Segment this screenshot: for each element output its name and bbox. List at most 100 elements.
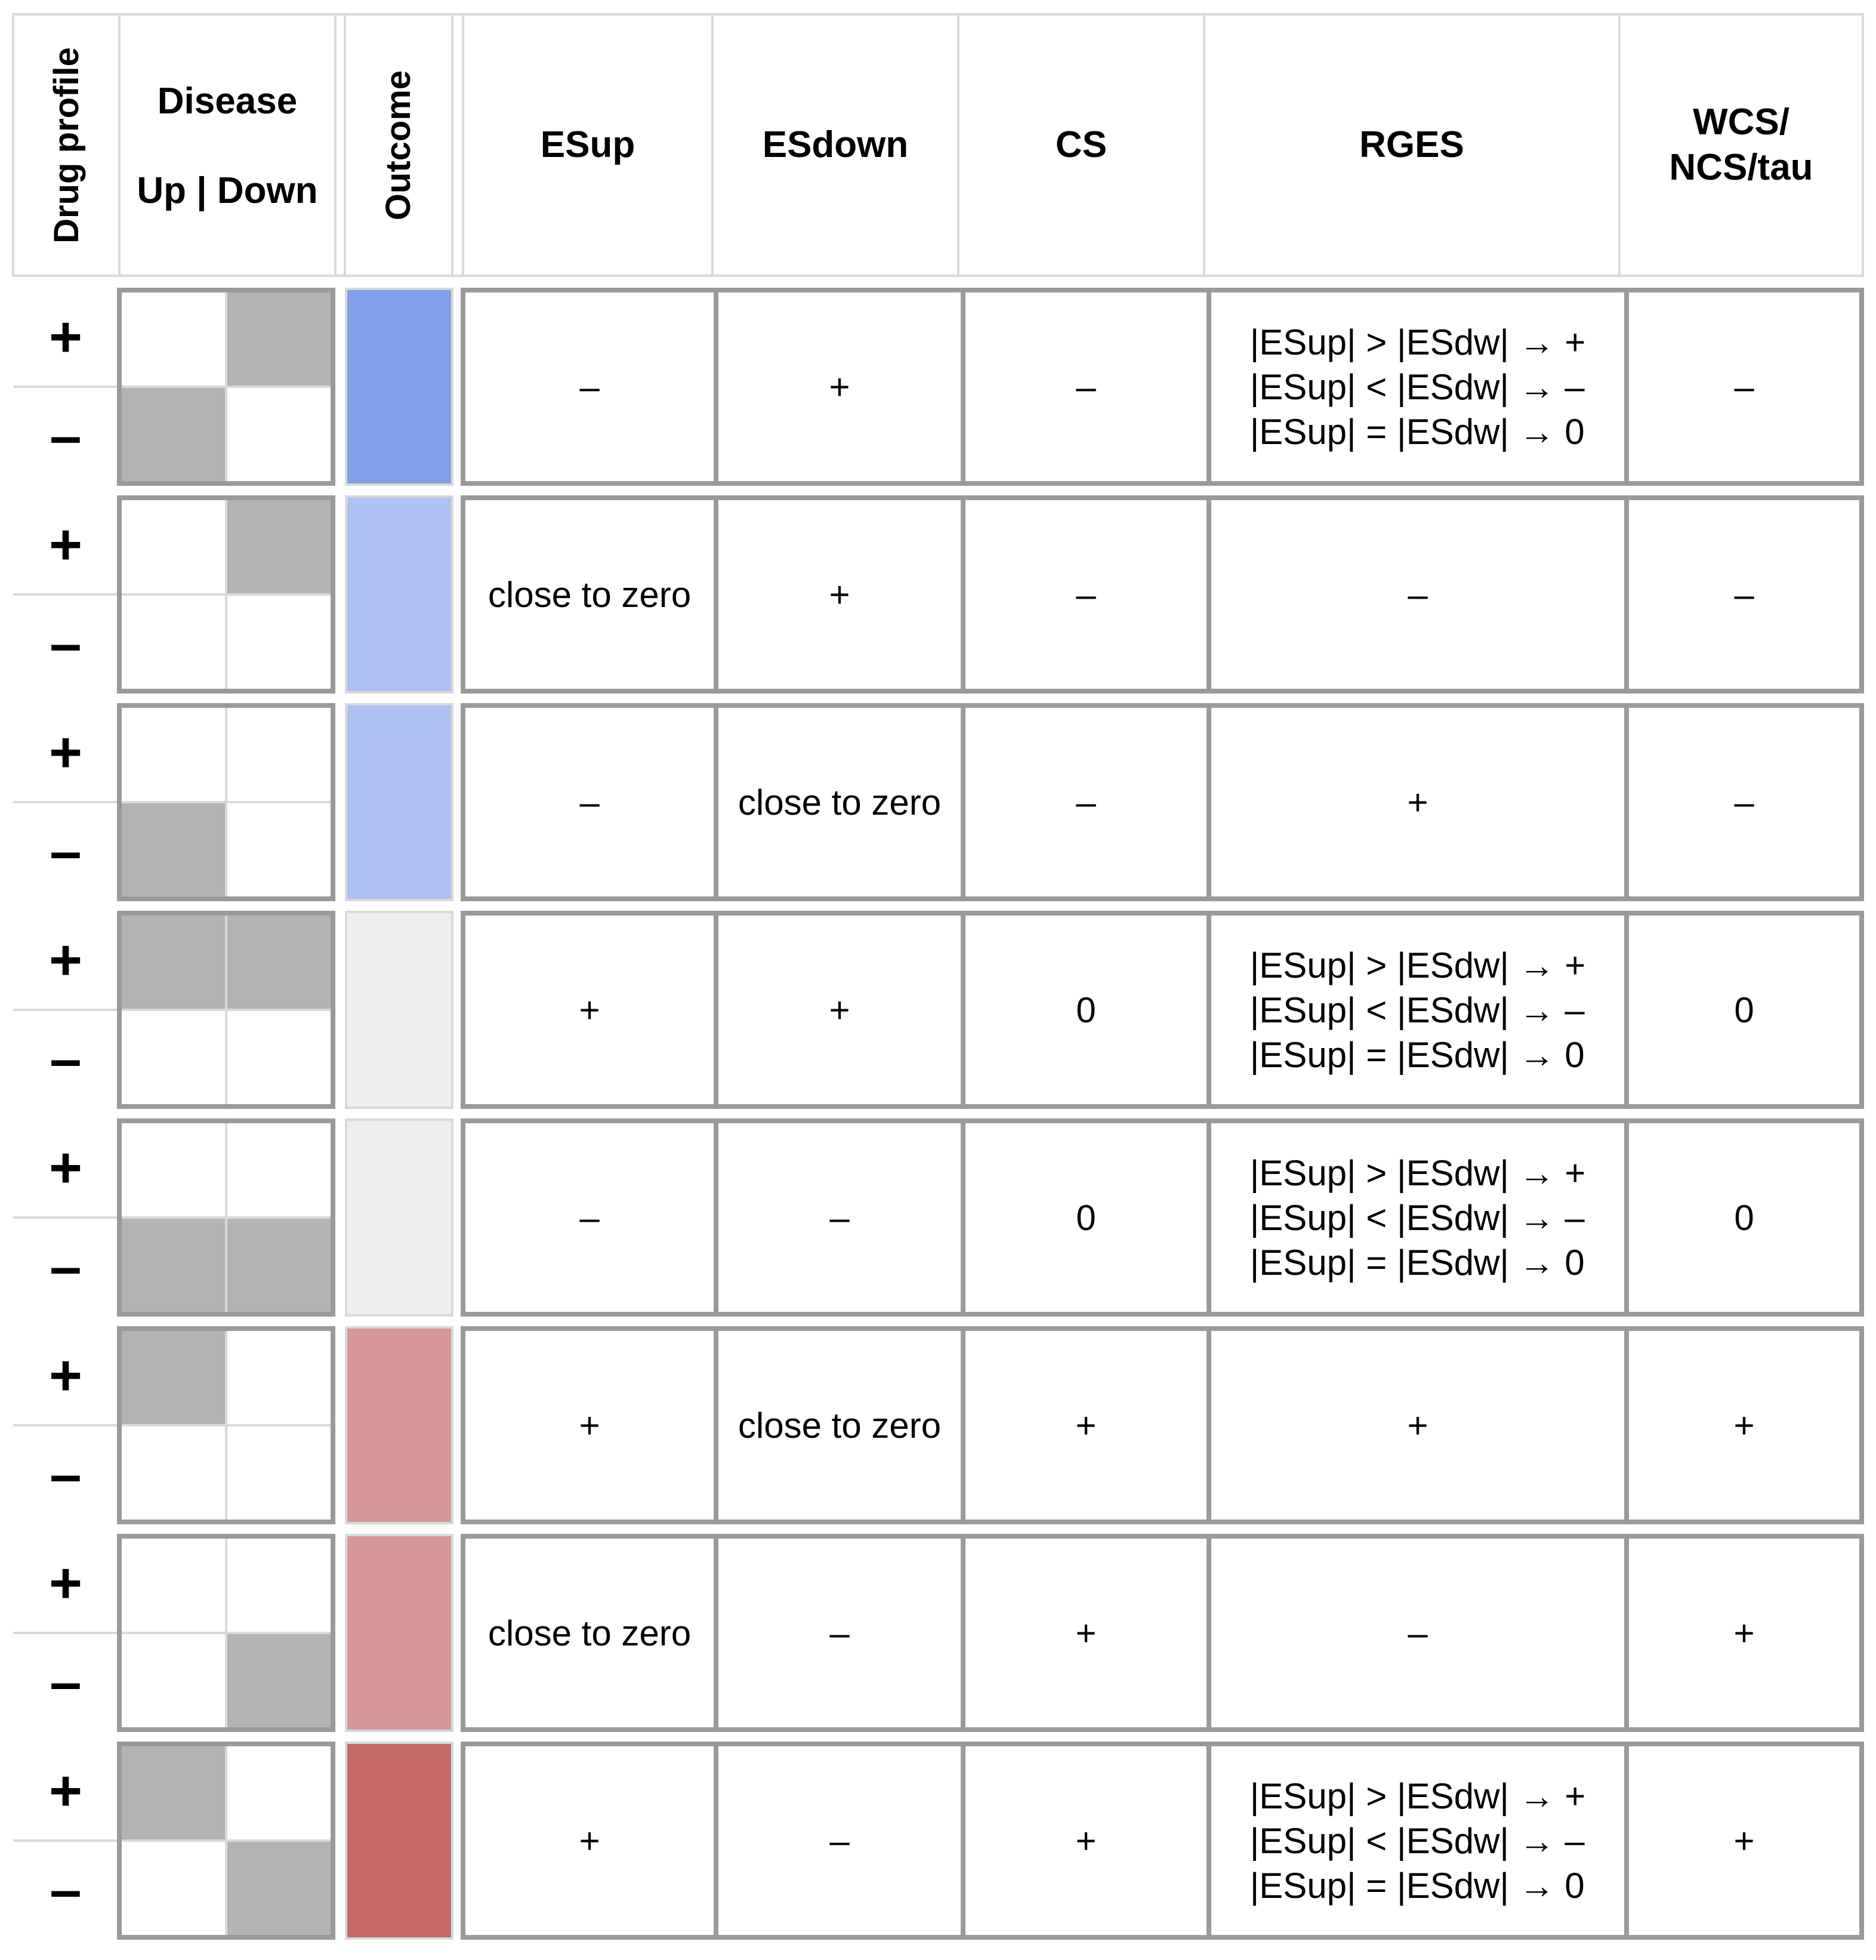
drug-sign-minus: – <box>50 1235 82 1299</box>
disease-cell-down-minus <box>226 1841 331 1935</box>
disease-grid <box>117 1742 335 1940</box>
cell-value: close to zero <box>487 574 692 615</box>
cell-rges: |ESup| > |ESdw| → + |ESup| < |ESdw| → – |E… <box>1207 916 1624 1104</box>
cell-esdown: – <box>714 1746 961 1935</box>
cell-value: – <box>579 366 600 407</box>
rges-rule-line: |ESup| < |ESdw| → – <box>1249 1820 1585 1861</box>
cell-value: close to zero <box>738 782 942 822</box>
cell-cs: 0 <box>961 1123 1207 1312</box>
cell-cs: 0 <box>961 916 1207 1104</box>
disease-cell-up-minus <box>122 387 226 481</box>
disease-cell-up-minus <box>122 1425 226 1520</box>
disease-grid-line <box>122 1424 331 1426</box>
cell-esdown: close to zero <box>714 708 961 896</box>
disease-grid <box>117 1118 335 1317</box>
drug-sign-plus: + <box>48 1343 83 1407</box>
disease-cell-down-minus <box>226 594 331 689</box>
drug-sign-divider <box>13 1839 118 1842</box>
header-bottom-line <box>12 275 1864 277</box>
drug-sign-plus: + <box>48 1136 83 1200</box>
cell-value: 0 <box>1734 1197 1754 1238</box>
rges-rule-list: |ESup| > |ESdw| → + |ESup| < |ESdw| → – |E… <box>1250 943 1586 1077</box>
cell-esup: + <box>465 916 714 1104</box>
cell-rges: – <box>1207 1539 1624 1727</box>
disease-cell-up-plus <box>122 916 226 1010</box>
drug-sign-divider <box>13 1216 118 1219</box>
drug-sign-plus: + <box>48 720 83 784</box>
cell-esup: close to zero <box>465 1539 714 1727</box>
disease-cell-up-minus <box>122 1841 226 1935</box>
cell-value: – <box>1076 574 1096 615</box>
header-esdown: ESdown <box>714 16 957 275</box>
outcome-swatch <box>345 288 453 486</box>
table-row: + – – – 0 |ESup| > |ESdw| → + |ESup| < |ESdw| … <box>0 1118 1876 1317</box>
cell-cs: – <box>961 500 1207 689</box>
disease-grid <box>117 288 335 486</box>
cell-rges: |ESup| > |ESdw| → + |ESup| < |ESdw| → – |E… <box>1207 1746 1624 1935</box>
disease-grid-line <box>122 1009 331 1011</box>
cell-esdown: close to zero <box>714 1331 961 1520</box>
header-divider <box>1862 13 1864 277</box>
cell-value: – <box>1408 1613 1428 1653</box>
header-up-down-label: Up | Down <box>137 170 318 212</box>
disease-grid-line <box>122 386 331 388</box>
outcome-swatch <box>345 911 453 1109</box>
header-outcome: Outcome <box>346 16 451 275</box>
cell-cs: + <box>961 1539 1207 1727</box>
header-esdown-label: ESdown <box>762 124 909 166</box>
result-cells: close to zero + – – – <box>461 495 1864 694</box>
drug-sign-minus: – <box>50 819 82 883</box>
disease-grid <box>117 1534 335 1732</box>
cell-value: + <box>1075 1820 1097 1861</box>
header-cs: CS <box>959 16 1203 275</box>
cell-value: close to zero <box>487 1613 692 1653</box>
cell-value: – <box>579 1197 600 1238</box>
drug-sign-divider <box>13 1632 118 1634</box>
drug-sign-divider <box>13 1009 118 1011</box>
cell-wcs: + <box>1624 1539 1859 1727</box>
cell-esup: + <box>465 1746 714 1935</box>
drug-sign-minus: – <box>50 1650 82 1714</box>
header-drug-profile: Drug profile <box>14 16 118 275</box>
header-divider <box>957 13 959 277</box>
result-cells: – + – |ESup| > |ESdw| → + |ESup| < |ESdw| → … <box>461 288 1864 486</box>
drug-sign-plus: + <box>48 1551 83 1615</box>
rges-rule-list: |ESup| > |ESdw| → + |ESup| < |ESdw| → – |E… <box>1250 1151 1586 1285</box>
cell-wcs: 0 <box>1624 916 1859 1104</box>
disease-cell-down-minus <box>226 1010 331 1104</box>
cell-rges: – <box>1207 500 1624 689</box>
header-divider <box>462 13 464 277</box>
header-divider <box>344 13 346 277</box>
result-cells: – close to zero – + – <box>461 703 1864 901</box>
cell-value: + <box>1407 1405 1428 1446</box>
cell-value: + <box>1733 1613 1755 1653</box>
outcome-swatch <box>345 1326 453 1524</box>
disease-cell-up-minus <box>122 594 226 689</box>
cell-value: close to zero <box>738 1405 942 1446</box>
header-divider <box>451 13 453 277</box>
rges-rule-line: |ESup| > |ESdw| → + <box>1249 1152 1586 1193</box>
cell-value: + <box>1733 1405 1755 1446</box>
header-drug-profile-label: Drug profile <box>47 47 86 244</box>
drug-sign-divider <box>13 1424 118 1426</box>
header-disease: Disease <box>121 66 334 137</box>
disease-grid-line <box>122 801 331 803</box>
disease-cell-down-plus <box>226 500 331 594</box>
disease-cell-up-minus <box>122 1218 226 1312</box>
cell-value: 0 <box>1076 990 1096 1030</box>
table-row: + – close to zero – + – + <box>0 1534 1876 1732</box>
outcome-swatch <box>345 703 453 901</box>
rges-rule-line: |ESup| = |ESdw| → 0 <box>1249 1865 1585 1906</box>
cell-esdown: + <box>714 292 961 481</box>
cell-value: + <box>579 1405 600 1446</box>
cell-wcs: – <box>1624 292 1859 481</box>
result-cells: – – 0 |ESup| > |ESdw| → + |ESup| < |ESdw| → … <box>461 1118 1864 1317</box>
disease-cell-up-minus <box>122 1010 226 1104</box>
cell-esup: – <box>465 1123 714 1312</box>
cell-value: – <box>829 1197 850 1238</box>
cell-value: + <box>579 1820 600 1861</box>
drug-sign-minus: – <box>50 1443 82 1506</box>
cell-rges: + <box>1207 708 1624 896</box>
header-divider <box>1203 13 1205 277</box>
cell-cs: – <box>961 708 1207 896</box>
